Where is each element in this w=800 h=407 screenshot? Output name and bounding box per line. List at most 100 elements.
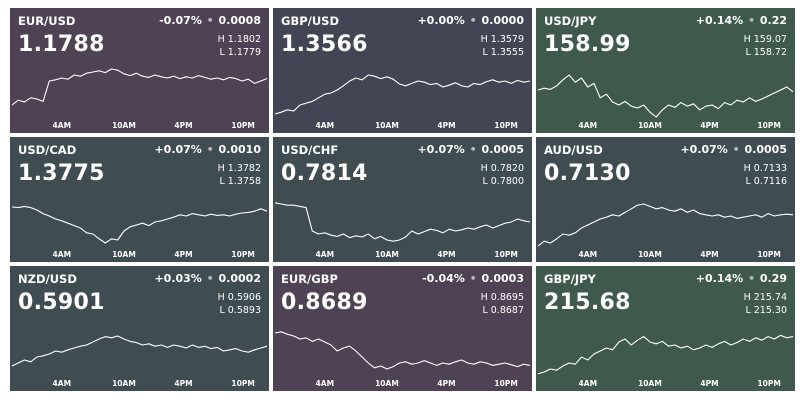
time-axis: 4AM 10AM 4PM 10PM [10, 250, 269, 260]
separator-dot-icon: • [465, 14, 481, 27]
sparkline-series [11, 68, 268, 106]
sparkline-series [274, 74, 531, 115]
sparkline-series [274, 202, 531, 242]
separator-dot-icon: • [202, 272, 218, 285]
pair-label: EUR/USD [18, 14, 76, 28]
sparkline-chart [274, 74, 531, 115]
sparkline-series [537, 334, 794, 375]
day-high: H 215.74 [743, 292, 787, 303]
last-price: 0.8689 [281, 290, 368, 315]
fx-tile-gbp-usd[interactable]: GBP/USD +0.00% • 0.0000 1.3566 H 1.3579 L 1.… [273, 8, 532, 133]
time-axis: 4AM 10AM 4PM 10PM [536, 121, 795, 131]
change-readout: +0.07% • 0.0005 [417, 143, 524, 156]
day-high: H 1.3579 [480, 34, 524, 45]
change-readout: +0.14% • 0.29 [696, 272, 787, 285]
last-price: 158.99 [544, 32, 631, 57]
separator-dot-icon: • [465, 272, 481, 285]
change-absolute: 0.22 [759, 14, 787, 27]
time-axis-label: 10AM [112, 379, 136, 388]
change-readout: +0.03% • 0.0002 [154, 272, 261, 285]
change-absolute: 0.0005 [744, 143, 787, 156]
pair-label: GBP/JPY [544, 272, 596, 286]
fx-tile-usd-jpy[interactable]: USD/JPY +0.14% • 0.22 158.99 H 159.07 L 158.… [536, 8, 795, 133]
time-axis: 4AM 10AM 4PM 10PM [536, 250, 795, 260]
change-percent: -0.04% [422, 272, 465, 285]
change-percent: +0.03% [154, 272, 202, 285]
pair-label: AUD/USD [544, 143, 603, 157]
change-percent: +0.07% [680, 143, 728, 156]
time-axis-label: 10PM [494, 379, 518, 388]
change-absolute: 0.29 [759, 272, 787, 285]
change-readout: +0.07% • 0.0010 [154, 143, 261, 156]
fx-tile-aud-usd[interactable]: AUD/USD +0.07% • 0.0005 0.7130 H 0.7133 L 0.… [536, 137, 795, 262]
time-axis-label: 4AM [52, 250, 72, 259]
change-absolute: 0.0002 [218, 272, 261, 285]
change-percent: +0.07% [417, 143, 465, 156]
change-percent: +0.14% [695, 272, 744, 285]
time-axis-label: 10PM [757, 250, 781, 259]
time-axis-label: 10PM [757, 121, 781, 130]
time-axis-label: 4AM [578, 250, 598, 259]
time-axis-label: 10AM [112, 121, 136, 130]
last-price: 1.1788 [18, 32, 105, 57]
time-axis: 4AM 10AM 4PM 10PM [273, 121, 532, 131]
separator-dot-icon: • [744, 14, 759, 27]
sparkline-chart [537, 334, 794, 375]
separator-dot-icon: • [202, 143, 218, 156]
time-axis-label: 4PM [437, 250, 456, 259]
day-high: H 0.5906 [217, 292, 261, 303]
time-axis-label: 4AM [52, 379, 72, 388]
time-axis: 4AM 10AM 4PM 10PM [10, 121, 269, 131]
time-axis-label: 4PM [437, 121, 456, 130]
fx-tile-nzd-usd[interactable]: NZD/USD +0.03% • 0.0002 0.5901 H 0.5906 L 0.… [10, 266, 269, 391]
sparkline-series [537, 74, 794, 118]
time-axis-label: 4PM [437, 379, 456, 388]
day-high: H 0.7133 [743, 163, 787, 174]
time-axis-label: 4PM [700, 250, 719, 259]
last-price: 0.5901 [18, 290, 105, 315]
pair-label: EUR/GBP [281, 272, 338, 286]
time-axis-label: 4PM [174, 121, 193, 130]
time-axis: 4AM 10AM 4PM 10PM [273, 379, 532, 389]
day-high: H 1.3782 [217, 163, 261, 174]
time-axis-label: 4PM [174, 379, 193, 388]
time-axis-label: 10PM [494, 121, 518, 130]
sparkline-chart [537, 203, 794, 247]
time-axis-label: 4PM [700, 121, 719, 130]
separator-dot-icon: • [728, 143, 744, 156]
day-low: L 0.5893 [219, 305, 261, 316]
fx-tile-eur-usd[interactable]: EUR/USD -0.07% • 0.0008 1.1788 H 1.1802 L 1.… [10, 8, 269, 133]
change-readout: -0.04% • 0.0003 [422, 272, 524, 285]
day-low: L 215.30 [745, 305, 787, 316]
day-high: H 0.7820 [480, 163, 524, 174]
day-high: H 159.07 [743, 34, 787, 45]
time-axis-label: 4AM [315, 121, 335, 130]
time-axis-label: 4AM [578, 379, 598, 388]
fx-tile-usd-chf[interactable]: USD/CHF +0.07% • 0.0005 0.7814 H 0.7820 L 0.… [273, 137, 532, 262]
last-price: 1.3566 [281, 32, 368, 57]
fx-tile-eur-gbp[interactable]: EUR/GBP -0.04% • 0.0003 0.8689 H 0.8695 L 0.… [273, 266, 532, 391]
pair-label: USD/CHF [281, 143, 339, 157]
day-low: L 0.8687 [482, 305, 524, 316]
change-absolute: 0.0008 [218, 14, 261, 27]
day-low: L 0.7800 [482, 176, 524, 187]
sparkline-series [537, 203, 794, 247]
separator-dot-icon: • [202, 14, 218, 27]
change-percent: +0.07% [154, 143, 202, 156]
time-axis-label: 4PM [700, 379, 719, 388]
time-axis-label: 4AM [578, 121, 598, 130]
time-axis-label: 10PM [231, 121, 255, 130]
fx-tile-gbp-jpy[interactable]: GBP/JPY +0.14% • 0.29 215.68 H 215.74 L 215.… [536, 266, 795, 391]
time-axis-label: 10AM [375, 250, 399, 259]
fx-tile-usd-cad[interactable]: USD/CAD +0.07% • 0.0010 1.3775 H 1.3782 L 1.… [10, 137, 269, 262]
change-absolute: 0.0000 [481, 14, 524, 27]
time-axis-label: 10AM [375, 379, 399, 388]
time-axis-label: 10PM [231, 379, 255, 388]
change-absolute: 0.0005 [481, 143, 524, 156]
time-axis-label: 4AM [52, 121, 72, 130]
time-axis-label: 10PM [494, 250, 518, 259]
sparkline-chart [274, 202, 531, 242]
time-axis-label: 10AM [375, 121, 399, 130]
change-readout: -0.07% • 0.0008 [159, 14, 261, 27]
change-absolute: 0.0010 [218, 143, 261, 156]
